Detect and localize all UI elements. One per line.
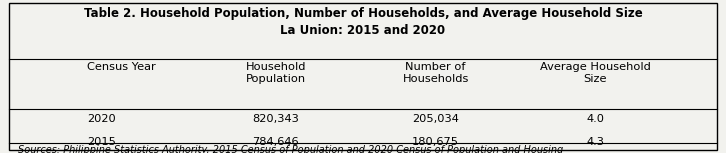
Text: Census Year: Census Year <box>87 62 156 72</box>
Text: 2015: 2015 <box>87 137 116 147</box>
Text: Household
Population: Household Population <box>245 62 306 84</box>
Text: 180,675: 180,675 <box>412 137 459 147</box>
Text: 784,646: 784,646 <box>253 137 299 147</box>
Text: 205,034: 205,034 <box>412 114 459 124</box>
Text: 820,343: 820,343 <box>253 114 299 124</box>
Text: 2020: 2020 <box>87 114 116 124</box>
Text: Average Household
Size: Average Household Size <box>540 62 650 84</box>
Text: Number of
Households: Number of Households <box>402 62 469 84</box>
Text: Table 2. Household Population, Number of Households, and Average Household Size
: Table 2. Household Population, Number of… <box>83 7 643 37</box>
Text: 4.3: 4.3 <box>587 137 604 147</box>
Text: 4.0: 4.0 <box>587 114 604 124</box>
Text: Sources: Philippine Statistics Authority, 2015 Census of Population and 2020 Cen: Sources: Philippine Statistics Authority… <box>18 145 563 153</box>
